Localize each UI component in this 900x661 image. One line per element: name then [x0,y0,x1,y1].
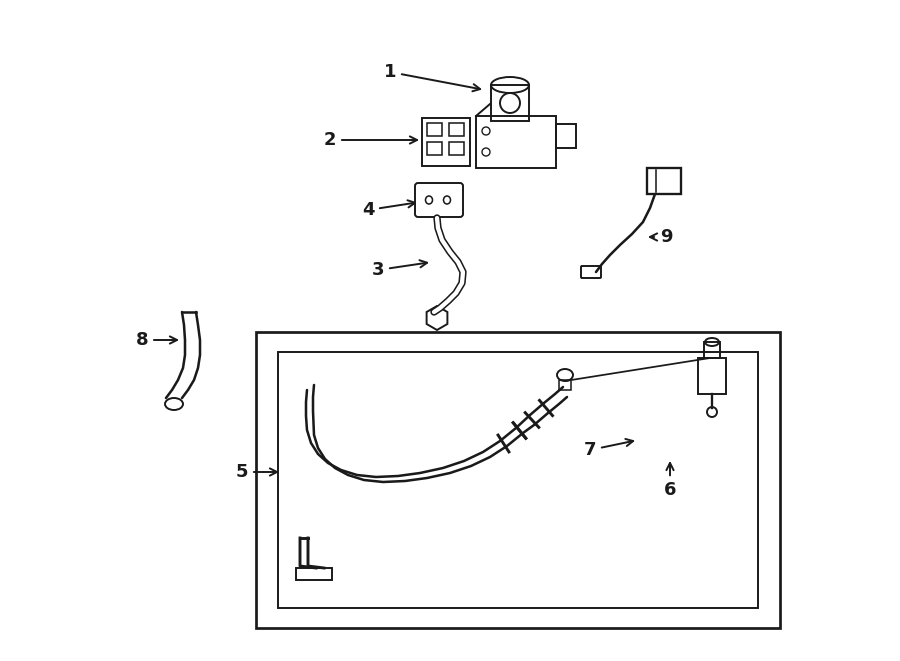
Text: 3: 3 [372,260,428,279]
Bar [491,85,529,121]
Text: 5: 5 [236,463,277,481]
Bar [427,142,442,155]
Bar [256,332,780,628]
Bar [278,352,758,608]
Text: 6: 6 [664,463,676,499]
Bar [296,568,332,580]
Bar [698,358,726,394]
Bar [476,116,556,168]
Text: 9: 9 [650,228,672,246]
Bar [422,118,470,166]
Bar [556,124,576,148]
Bar [704,342,720,358]
Text: 2: 2 [324,131,417,149]
Text: 1: 1 [383,63,480,91]
Text: 4: 4 [362,200,415,219]
Bar [559,380,571,390]
Bar [449,123,464,136]
Bar [449,142,464,155]
Bar [427,123,442,136]
Text: 7: 7 [584,439,633,459]
Text: 8: 8 [136,331,177,349]
